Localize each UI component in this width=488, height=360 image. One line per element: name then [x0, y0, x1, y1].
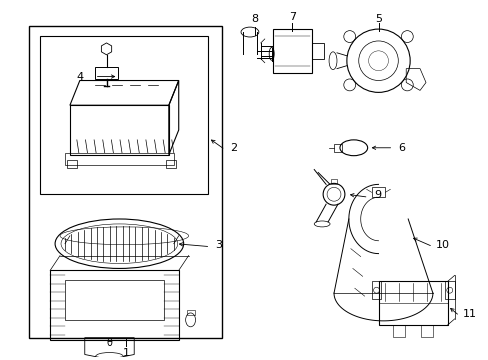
Text: 3: 3 [215, 240, 222, 250]
Text: θ: θ [106, 338, 112, 348]
Text: 7: 7 [288, 12, 295, 22]
Bar [312, 43, 324, 59]
Text: 11: 11 [462, 309, 476, 319]
Bar [371, 187, 385, 197]
Bar [40, 36, 208, 194]
Bar [67, 159, 77, 167]
Bar [392, 325, 405, 337]
Bar [444, 281, 454, 299]
Bar [330, 179, 336, 184]
Text: 4: 4 [77, 72, 83, 82]
Text: 9: 9 [374, 190, 381, 200]
Text: 10: 10 [435, 240, 449, 250]
Bar [186, 310, 194, 315]
Text: 8: 8 [251, 14, 258, 24]
Text: 1: 1 [122, 347, 129, 357]
Bar [420, 325, 432, 337]
Bar [272, 29, 312, 73]
Bar [378, 281, 447, 325]
Bar [95, 67, 118, 78]
Text: 5: 5 [374, 14, 381, 24]
Text: 2: 2 [230, 143, 237, 153]
Bar [371, 281, 381, 299]
Bar [333, 144, 341, 152]
Bar [165, 159, 175, 167]
Bar [29, 26, 222, 338]
Text: 6: 6 [398, 143, 405, 153]
